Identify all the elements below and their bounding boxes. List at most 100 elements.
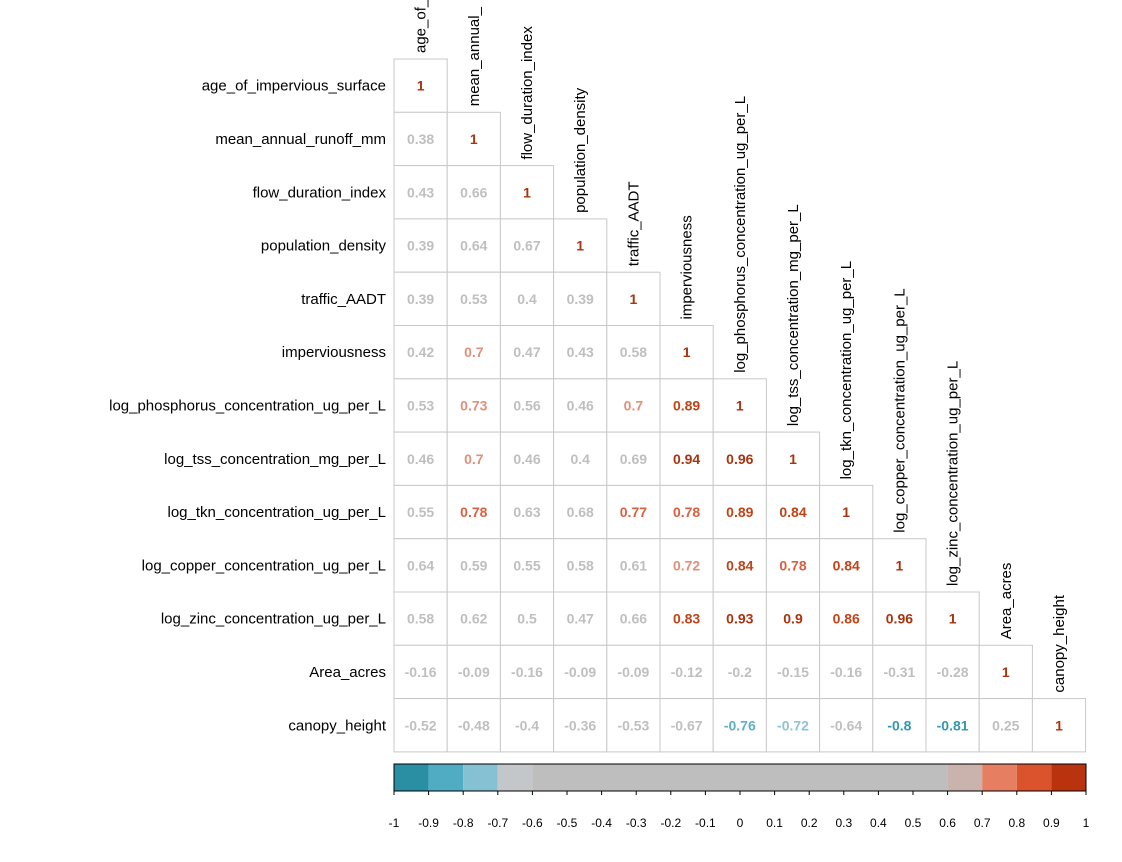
cell-8-7 (765, 484, 821, 540)
cell-value-12-3: -0.36 (564, 717, 596, 733)
cell-10-4 (606, 591, 661, 646)
legend-tick-label-17: 0.7 (974, 816, 991, 830)
cell-value-10-8: 0.86 (833, 611, 860, 627)
cell-value-4-0: 0.39 (407, 291, 434, 307)
legend-tick-label-5: -0.5 (557, 816, 578, 830)
cell-value-12-11: 0.25 (992, 717, 1019, 733)
cell-value-7-1: 0.7 (464, 451, 484, 467)
row-label-2: flow_duration_index (253, 184, 387, 201)
cell-value-4-1: 0.53 (460, 291, 487, 307)
cell-value-8-0: 0.55 (407, 504, 434, 520)
cell-value-0-0: 1 (417, 78, 425, 94)
legend-bin-1 (428, 764, 464, 791)
cell-value-12-9: -0.8 (887, 717, 911, 733)
cell-9-1 (446, 538, 501, 593)
legend-bin-6 (982, 764, 1017, 791)
cell-3-0 (393, 218, 448, 273)
cell-value-8-4: 0.77 (620, 504, 647, 520)
cell-value-11-7: -0.15 (777, 664, 809, 680)
cell-value-5-4: 0.58 (620, 344, 647, 360)
cell-6-1 (446, 378, 501, 433)
cell-value-10-6: 0.93 (726, 611, 753, 627)
cell-2-0 (393, 165, 448, 220)
cell-8-2 (499, 484, 555, 540)
cell-value-1-0: 0.38 (407, 131, 434, 147)
row-labels: age_of_impervious_surface mean_annual_run… (109, 78, 387, 735)
cell-11-6 (712, 644, 767, 700)
cell-value-11-4: -0.09 (617, 664, 649, 680)
cell-value-12-2: -0.4 (515, 717, 539, 733)
cell-value-8-7: 0.84 (779, 504, 806, 520)
cell-10-8 (819, 591, 874, 646)
cell-value-11-6: -0.2 (728, 664, 752, 680)
cell-12-7 (765, 698, 821, 753)
legend-bin-7 (1016, 764, 1052, 791)
cell-12-12 (1031, 698, 1087, 753)
cell-6-2 (499, 378, 555, 433)
cell-value-12-4: -0.53 (617, 717, 649, 733)
legend-bin-3 (497, 764, 533, 791)
column-label-4: traffic_AADT (625, 181, 642, 266)
legend-tick-label-6: -0.4 (591, 816, 612, 830)
cell-11-0 (393, 644, 448, 700)
column-label-5: imperviousness (679, 215, 696, 319)
cell-value-11-2: -0.16 (511, 664, 543, 680)
cell-9-9 (872, 538, 927, 593)
cell-value-11-0: -0.16 (405, 664, 437, 680)
color-legend: -1 -0.9 -0.8 -0.7 -0.6 -0.5 -0.4 -0.3 -0.2 -0.1 0 0… (389, 763, 1090, 830)
cell-8-3 (553, 484, 608, 540)
row-label-3: population_density (261, 238, 387, 255)
cell-12-6 (712, 698, 767, 753)
cell-value-9-6: 0.84 (726, 557, 753, 573)
cell-value-10-9: 0.96 (886, 611, 913, 627)
cell-value-11-10: -0.28 (937, 664, 969, 680)
cell-3-1 (446, 218, 501, 273)
cell-value-6-6: 1 (736, 397, 744, 413)
cell-grid: 1 0.38 1 0.43 0.66 1 0.39 0.64 0.67 1 0.39 0.53 0.4 0… (393, 58, 1087, 753)
cell-12-11 (978, 698, 1033, 753)
cell-1-0 (393, 111, 448, 167)
cell-value-6-1: 0.73 (460, 397, 487, 413)
cell-value-2-0: 0.43 (407, 184, 434, 200)
cell-value-12-5: -0.67 (671, 717, 703, 733)
cell-value-7-6: 0.96 (726, 451, 753, 467)
cell-2-2 (499, 165, 555, 220)
cell-value-5-1: 0.7 (464, 344, 484, 360)
cell-value-9-0: 0.64 (407, 557, 434, 573)
cell-8-5 (659, 484, 714, 540)
cell-value-9-4: 0.61 (620, 557, 647, 573)
row-label-7: log_tss_concentration_mg_per_L (164, 451, 386, 468)
column-labels: age_of_ mean_annual_ flow_duration_index po… (413, 0, 1068, 693)
cell-value-8-1: 0.78 (460, 504, 487, 520)
legend-bin-4 (532, 764, 948, 791)
cell-value-7-0: 0.46 (407, 451, 434, 467)
cell-7-5 (659, 431, 714, 486)
cell-12-3 (553, 698, 608, 753)
column-label-1: mean_annual_ (466, 6, 483, 106)
cell-6-5 (659, 378, 714, 433)
cell-value-5-2: 0.47 (513, 344, 540, 360)
cell-9-3 (553, 538, 608, 593)
column-label-3: population_density (572, 87, 589, 213)
cell-value-9-3: 0.58 (567, 557, 594, 573)
cell-value-12-7: -0.72 (777, 717, 809, 733)
row-label-8: log_tkn_concentration_ug_per_L (167, 504, 386, 521)
legend-tick-label-9: -0.1 (695, 816, 716, 830)
cell-11-2 (499, 644, 555, 700)
row-label-1: mean_annual_runoff_mm (215, 131, 386, 148)
cell-value-12-6: -0.76 (724, 717, 756, 733)
cell-11-8 (819, 644, 874, 700)
cell-value-6-5: 0.89 (673, 397, 700, 413)
cell-value-4-3: 0.39 (567, 291, 594, 307)
cell-value-6-0: 0.53 (407, 397, 434, 413)
column-label-12: canopy_height (1051, 594, 1068, 692)
cell-4-4 (606, 271, 661, 327)
cell-value-12-12: 1 (1055, 717, 1063, 733)
cell-value-8-2: 0.63 (513, 504, 540, 520)
cell-value-4-2: 0.4 (517, 291, 537, 307)
cell-value-10-0: 0.58 (407, 611, 434, 627)
legend-tick-label-2: -0.8 (453, 816, 474, 830)
cell-7-0 (393, 431, 448, 486)
legend-tick-label-15: 0.5 (905, 816, 922, 830)
legend-tick-label-1: -0.9 (418, 816, 439, 830)
